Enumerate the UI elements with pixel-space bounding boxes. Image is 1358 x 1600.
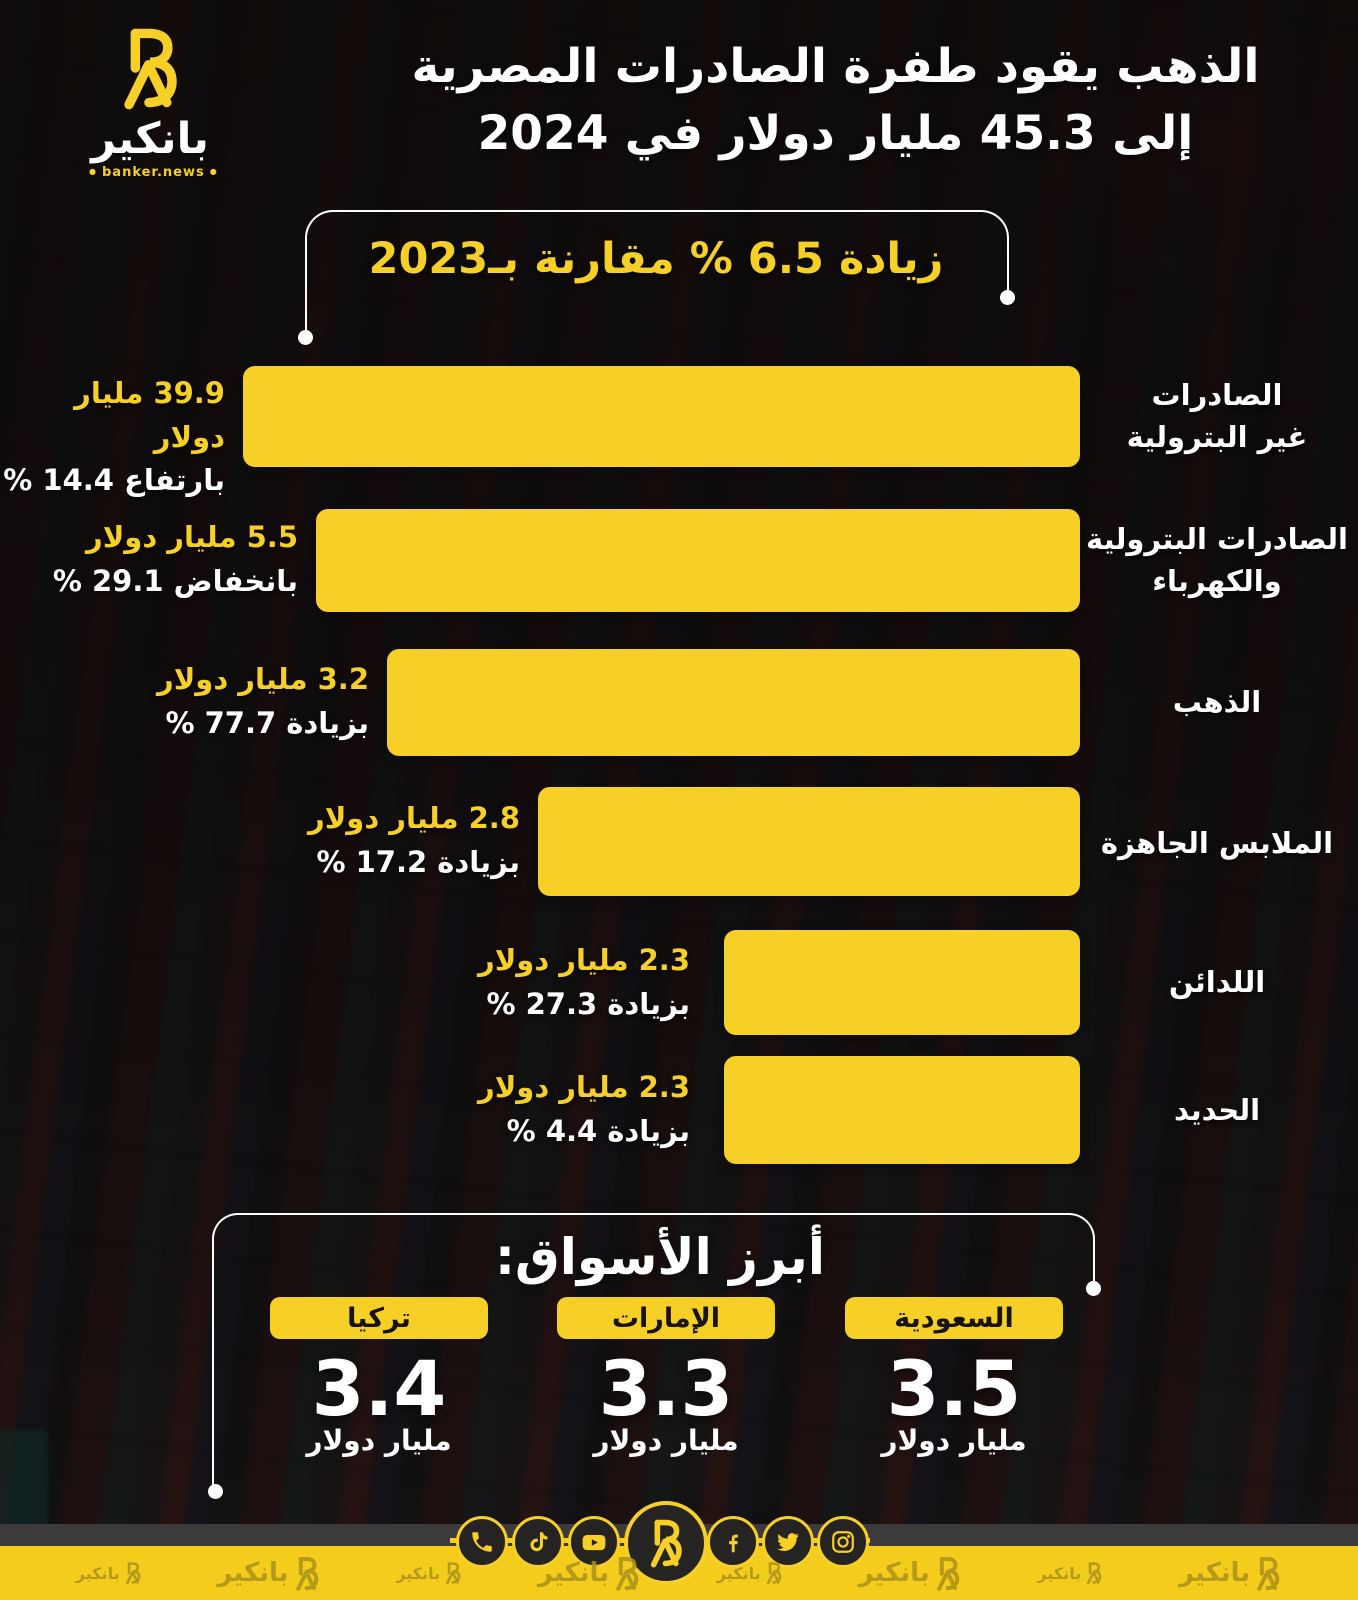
category-label: الحديد — [1173, 1093, 1261, 1127]
watermark: بانكير — [396, 1561, 462, 1585]
bar-iron — [724, 1056, 1080, 1164]
banker-b-icon — [444, 1561, 462, 1585]
banker-b-icon — [765, 1561, 783, 1585]
watermark: بانكير — [1179, 1555, 1282, 1592]
category-label: الملابس الجاهزة — [1100, 826, 1334, 860]
value-label: 39.9 مليار دولار بارتفاع 14.4 % — [3, 376, 225, 497]
bar-plastics — [724, 930, 1080, 1035]
banker-b-icon — [114, 24, 186, 112]
banker-logo: بانكير banker.news — [84, 24, 216, 180]
market-value: 3.4 — [311, 1344, 447, 1433]
brand-name: بانكير — [91, 114, 209, 164]
value-label: 2.8 مليار دولار بزيادة 17.2 % — [308, 801, 520, 879]
value-label: 5.5 مليار دولار بانخفاض 29.1 % — [52, 520, 298, 598]
tiktok-icon[interactable] — [512, 1516, 564, 1568]
value-label: 2.3 مليار دولار بزيادة 4.4 % — [478, 1070, 690, 1148]
youtube-icon[interactable] — [568, 1516, 620, 1568]
market-unit: مليار دولار — [593, 1424, 739, 1457]
watermark: بانكير — [76, 1561, 142, 1585]
banker-b-icon — [124, 1561, 142, 1585]
watermark: بانكير — [717, 1561, 783, 1585]
bar-non-petroleum-exports — [243, 366, 1080, 467]
market-unit: مليار دولار — [306, 1424, 452, 1457]
watermark: بانكير — [217, 1555, 320, 1592]
watermark: بانكير — [1037, 1561, 1103, 1585]
value-label: 2.3 مليار دولار بزيادة 27.3 % — [478, 943, 690, 1021]
banker-b-icon — [1254, 1555, 1282, 1592]
instagram-icon[interactable] — [817, 1516, 869, 1568]
market-unit: مليار دولار — [881, 1424, 1027, 1457]
subtitle: زيادة 6.5 % مقارنة بـ2023 — [368, 234, 944, 284]
banker-b-icon — [613, 1555, 641, 1592]
value-label: 3.2 مليار دولار بزيادة 77.7 % — [157, 662, 369, 740]
market-chip-uae: الإمارات — [557, 1297, 775, 1339]
category-label: الصادرات البترولية والكهرباء — [1086, 522, 1348, 599]
brand-domain: banker.news — [84, 165, 216, 180]
bar-gold — [387, 649, 1080, 756]
page-title: الذهب يقود طفرة الصادرات المصرية إلى 45.… — [335, 34, 1336, 167]
bracket-dot — [1086, 1281, 1101, 1296]
facebook-icon[interactable] — [707, 1516, 759, 1568]
market-chip-saudi-arabia: السعودية — [845, 1297, 1063, 1339]
market-value: 3.3 — [598, 1344, 734, 1433]
twitter-icon[interactable] — [762, 1516, 814, 1568]
watermark: بانكير — [858, 1555, 961, 1592]
markets-heading: أبرز الأسواق: — [495, 1228, 825, 1286]
whatsapp-icon[interactable] — [456, 1516, 508, 1568]
watermark: بانكير — [538, 1555, 641, 1592]
watermark-row: بانكير بانكير بانكير بانكير بانكير بانكي… — [0, 1546, 1358, 1600]
category-label: الذهب — [1172, 685, 1262, 719]
title-line1: الذهب يقود طفرة الصادرات المصرية — [411, 39, 1260, 94]
bracket-dot — [208, 1484, 223, 1499]
category-label: اللدائن — [1168, 965, 1266, 999]
market-value: 3.5 — [886, 1344, 1022, 1433]
category-label: الصادرات غير البترولية — [1126, 378, 1308, 455]
bracket-dot — [298, 330, 313, 345]
title-line2: إلى 45.3 مليار دولار في 2024 — [477, 105, 1194, 161]
banker-b-icon — [934, 1555, 962, 1592]
banker-b-icon — [293, 1555, 321, 1592]
banker-logo-icon[interactable] — [624, 1501, 708, 1585]
bracket-dot — [1000, 290, 1015, 305]
bar-petroleum-electricity-exports — [316, 509, 1080, 612]
bar-ready-made-garments — [538, 787, 1080, 896]
market-chip-turkey: تركيا — [270, 1297, 488, 1339]
banker-b-icon — [1085, 1561, 1103, 1585]
